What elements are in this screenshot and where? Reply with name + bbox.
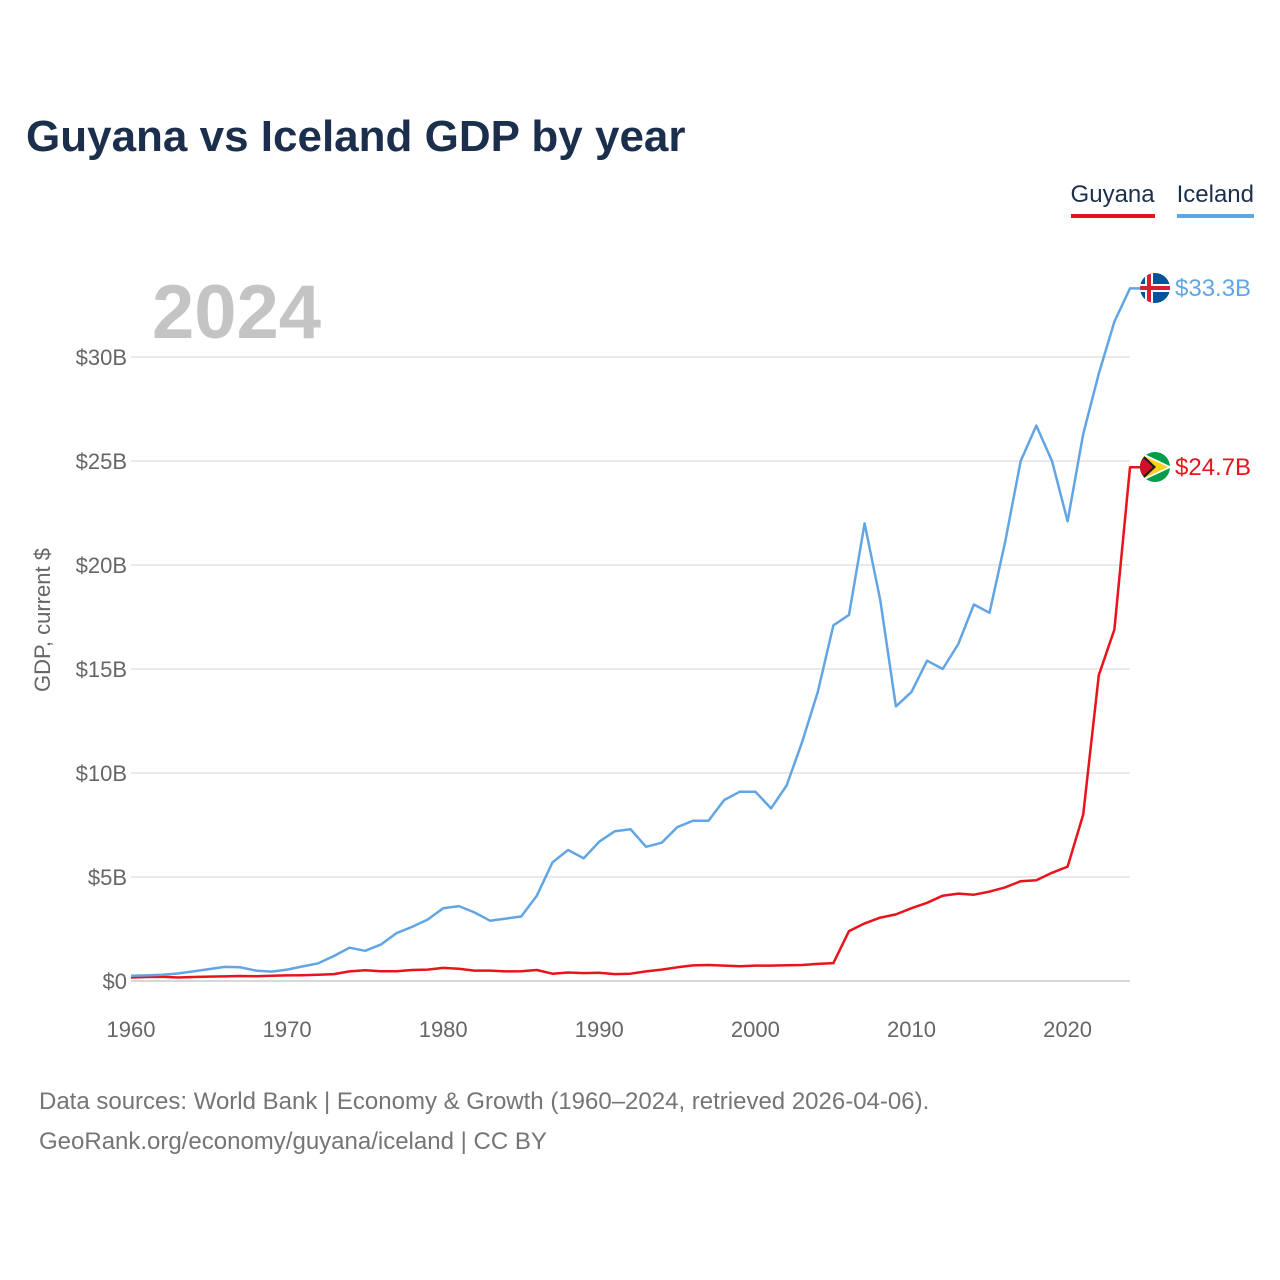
legend: Guyana Iceland — [1070, 180, 1254, 218]
footer-sources: Data sources: World Bank | Economy & Gro… — [39, 1082, 929, 1162]
legend-item-iceland[interactable]: Iceland — [1176, 180, 1254, 218]
y-axis-label: GDP, current $ — [30, 548, 55, 692]
y-axis-ticks: $0 $5B $10B $15B $20B $25B $30B — [76, 345, 127, 994]
series-lines — [130, 287, 1140, 979]
year-watermark: 2024 — [152, 270, 321, 355]
y-tick-label: $15B — [76, 657, 127, 682]
y-tick-label: $25B — [76, 449, 127, 474]
x-tick-label: 1980 — [419, 1017, 468, 1042]
y-tick-label: $20B — [76, 553, 127, 578]
grid-lines — [131, 356, 1130, 982]
x-tick-label: 1990 — [575, 1017, 624, 1042]
y-tick-label: $0 — [103, 969, 127, 994]
iceland-flag-icon — [1140, 273, 1170, 303]
iceland-end-value: $33.3B — [1175, 275, 1251, 302]
chart-title: Guyana vs Iceland GDP by year — [26, 112, 686, 161]
y-tick-label: $5B — [88, 865, 127, 890]
x-axis-ticks: 1960 1970 1980 1990 2000 2010 2020 — [107, 1017, 1093, 1042]
footer-line-attribution: GeoRank.org/economy/guyana/iceland | CC … — [39, 1128, 547, 1155]
x-tick-label: 2020 — [1043, 1017, 1092, 1042]
gdp-line-chart: 2024 $0$5B$10B$15B$20B$25B$30B 1960 1970 1… — [30, 270, 1251, 1042]
x-tick-label: 2010 — [887, 1017, 936, 1042]
series-line-iceland — [130, 287, 1140, 978]
guyana-end-value: $24.7B — [1175, 454, 1251, 481]
guyana-flag-icon — [1140, 452, 1170, 482]
x-tick-label: 2000 — [731, 1017, 780, 1042]
y-tick-label: $30B — [76, 345, 127, 370]
y-tick-label: $10B — [76, 761, 127, 786]
x-tick-label: 1970 — [263, 1017, 312, 1042]
x-tick-label: 1960 — [107, 1017, 156, 1042]
legend-item-guyana[interactable]: Guyana — [1070, 180, 1155, 218]
series-line-guyana — [130, 465, 1140, 979]
footer-line-sources: Data sources: World Bank | Economy & Gro… — [39, 1088, 930, 1115]
